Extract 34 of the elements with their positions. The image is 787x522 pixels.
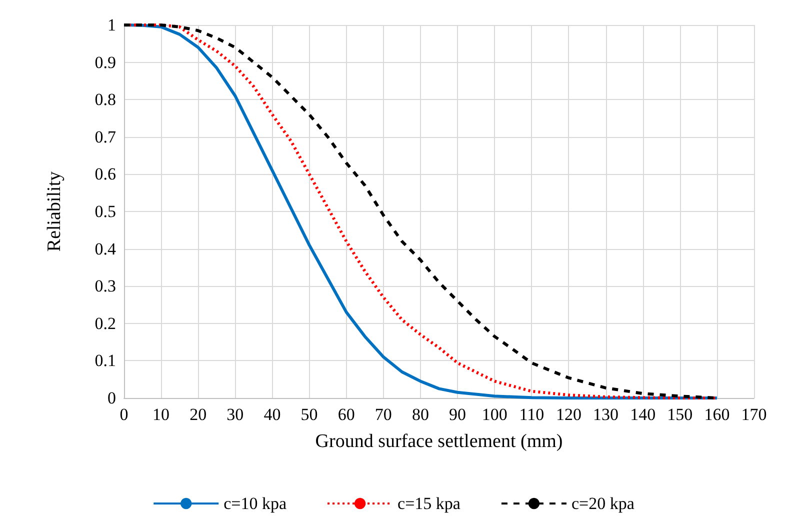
- x-tick-label: 140: [630, 405, 656, 424]
- legend-label: c=20 kpa: [571, 494, 635, 513]
- y-tick-label: 0.8: [94, 90, 116, 110]
- y-tick-label: 0.3: [94, 276, 116, 296]
- y-axis-title: Reliability: [44, 170, 65, 252]
- y-tick-label: 1: [108, 16, 116, 34]
- y-tick-label: 0.6: [94, 164, 116, 184]
- x-tick-label: 150: [667, 405, 693, 424]
- x-tick-label: 130: [593, 405, 619, 424]
- x-tick-label: 160: [704, 405, 730, 424]
- legend-label: c=10 kpa: [224, 494, 287, 513]
- x-tick-label: 40: [264, 405, 281, 424]
- x-tick-label: 20: [190, 405, 207, 424]
- y-tick-label: 0.9: [94, 52, 116, 72]
- x-axis-title: Ground surface settlement (mm): [315, 431, 563, 452]
- x-tick-label: 80: [412, 405, 429, 424]
- x-tick-label: 70: [374, 405, 392, 424]
- x-tick-label: 10: [152, 405, 170, 424]
- x-tick-label: 90: [449, 405, 466, 424]
- y-tick-label: 0.7: [94, 127, 116, 146]
- y-tick-label: 0: [108, 388, 116, 408]
- y-tick-label: 0.1: [94, 351, 116, 370]
- y-tick-label: 0.5: [94, 202, 116, 221]
- y-tick-label: 0.2: [94, 314, 116, 333]
- x-tick-label: 0: [120, 405, 128, 424]
- x-tick-label: 30: [226, 405, 244, 424]
- x-tick-label: 170: [741, 405, 767, 424]
- x-tick-label: 50: [300, 405, 318, 424]
- x-tick-label: 60: [338, 405, 355, 424]
- y-tick-label: 0.4: [94, 239, 116, 258]
- legend-label: c=15 kpa: [398, 494, 461, 513]
- x-tick-label: 110: [519, 405, 544, 424]
- x-tick-label: 120: [556, 405, 582, 424]
- x-tick-label: 100: [482, 405, 508, 424]
